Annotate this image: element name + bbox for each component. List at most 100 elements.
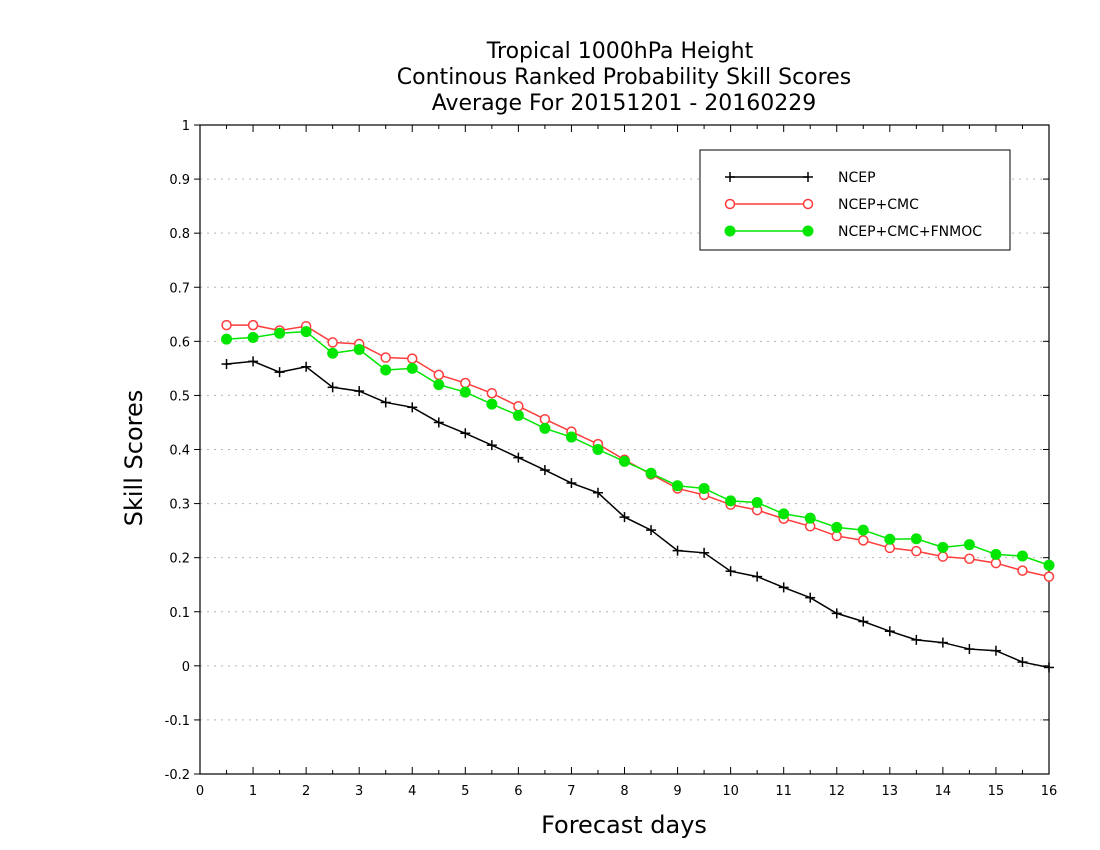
data-point <box>699 547 710 558</box>
data-point <box>911 634 922 645</box>
y-tick-label: 0.8 <box>169 227 190 242</box>
data-point <box>513 400 524 412</box>
y-tick-label: -0.2 <box>165 768 190 783</box>
data-point <box>274 367 285 378</box>
x-tick-label: 12 <box>828 784 845 799</box>
data-point <box>911 545 922 557</box>
data-point <box>725 566 736 577</box>
data-point <box>592 487 603 498</box>
data-point <box>831 608 842 619</box>
data-point <box>513 452 524 463</box>
data-point <box>858 616 869 627</box>
chart-title: Tropical 1000hPa Height Continous Ranked… <box>397 39 851 116</box>
data-point <box>248 356 259 367</box>
data-point <box>221 319 232 331</box>
data-point <box>619 455 630 467</box>
legend-item: NCEP+CMC+FNMOC <box>724 224 982 240</box>
data-point <box>301 361 312 372</box>
x-axis-label: Forecast days <box>541 811 707 839</box>
data-point <box>565 431 577 443</box>
data-point <box>672 480 684 492</box>
data-point <box>1016 550 1028 562</box>
data-point <box>1043 559 1055 571</box>
legend-label: NCEP <box>838 170 876 186</box>
data-point <box>990 548 1002 560</box>
data-point <box>752 571 763 582</box>
data-point <box>619 512 630 523</box>
data-point <box>327 337 338 348</box>
data-point <box>539 413 551 425</box>
y-tick-label: 0.3 <box>169 498 190 513</box>
data-point <box>778 582 789 593</box>
data-point <box>858 535 869 546</box>
data-point <box>274 327 286 339</box>
y-tick-label: 1 <box>182 119 190 134</box>
data-point <box>539 422 551 434</box>
data-point <box>884 626 895 637</box>
data-point <box>486 398 498 410</box>
data-point <box>460 377 471 389</box>
data-point <box>247 319 259 331</box>
x-tick-label: 3 <box>355 784 363 799</box>
data-point <box>884 533 896 545</box>
data-point <box>566 478 577 489</box>
legend-box <box>699 149 1011 251</box>
y-tick-label: 0.2 <box>169 552 190 567</box>
data-point <box>1043 571 1055 582</box>
data-point <box>751 497 763 509</box>
x-tick-label: 0 <box>196 784 204 799</box>
x-tick-label: 4 <box>408 784 416 799</box>
x-tick-label: 11 <box>775 784 792 799</box>
legend-item: NCEP+CMC <box>724 197 919 213</box>
y-axis-label: Skill Scores <box>120 390 148 527</box>
series-lines <box>221 319 1055 673</box>
data-point <box>433 417 444 428</box>
x-tick-label: 9 <box>673 784 681 799</box>
data-point <box>672 545 683 556</box>
x-tick-label: 16 <box>1041 784 1058 799</box>
data-point <box>910 533 922 545</box>
legend-marker <box>724 225 736 237</box>
data-point <box>990 645 1001 656</box>
x-tick-label: 14 <box>935 784 952 799</box>
grid-lines <box>200 178 1049 721</box>
data-point <box>937 541 949 553</box>
x-tick-label: 2 <box>302 784 310 799</box>
data-point <box>964 553 975 564</box>
x-tick-label: 6 <box>514 784 522 799</box>
data-point <box>407 402 418 413</box>
data-point <box>831 521 843 533</box>
y-tick-label: 0 <box>182 660 190 675</box>
data-point <box>327 382 338 393</box>
legend-marker <box>725 172 735 182</box>
x-tick-label: 8 <box>620 784 628 799</box>
series-line <box>226 360 1050 669</box>
y-tick-label: 0.1 <box>169 606 190 621</box>
legend-marker <box>802 225 814 237</box>
data-point <box>778 508 790 520</box>
data-point <box>1017 657 1028 668</box>
y-tick-label: -0.1 <box>165 714 190 729</box>
y-tick-label: 0.4 <box>169 444 190 459</box>
data-point <box>380 364 392 376</box>
x-tick-label: 13 <box>882 784 899 799</box>
series-2 <box>221 326 1055 571</box>
data-point <box>646 525 657 536</box>
data-point <box>857 524 869 536</box>
data-point <box>937 551 949 562</box>
data-point <box>698 482 710 494</box>
legend-item: NCEP <box>725 170 876 186</box>
y-tick-label: 0.5 <box>169 389 190 404</box>
data-point <box>964 644 975 655</box>
data-point <box>831 530 842 542</box>
data-point <box>1044 662 1054 673</box>
data-point <box>433 369 445 381</box>
legend-label: NCEP+CMC <box>838 197 919 213</box>
data-point <box>804 512 816 524</box>
data-point <box>460 428 471 439</box>
chart-title-line-2: Continous Ranked Probability Skill Score… <box>397 65 851 90</box>
data-point <box>512 409 524 421</box>
data-point <box>380 352 391 363</box>
legend-marker <box>724 198 736 210</box>
y-tick-label: 0.6 <box>169 335 190 350</box>
